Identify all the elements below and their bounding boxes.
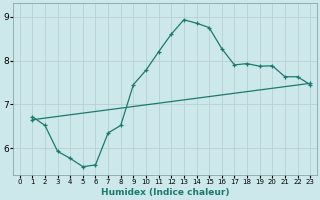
X-axis label: Humidex (Indice chaleur): Humidex (Indice chaleur) [101, 188, 229, 197]
